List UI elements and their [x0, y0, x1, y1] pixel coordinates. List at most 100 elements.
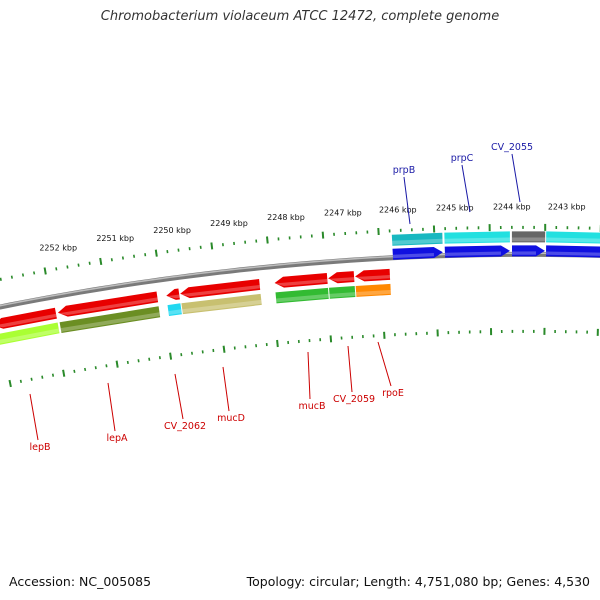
scale-tick-lower — [329, 335, 333, 343]
gene-label-CV_2055: CV_2055 — [491, 142, 533, 153]
gene-arrow-prpC-shine — [444, 251, 501, 256]
gene-arrow-mucD — [180, 279, 261, 299]
gene-arrow-prpC — [444, 245, 510, 258]
gene-label-CV_2062: CV_2062 — [164, 421, 206, 432]
gene-arrow-rpoE-shine — [355, 275, 391, 280]
cog-band-rpoE-shine — [356, 290, 391, 296]
cog-band-CV_2059-shine — [329, 292, 356, 298]
gene-arrow-CV_2055-shine — [512, 251, 536, 255]
scale-tick-lower — [19, 379, 22, 383]
scale-tick-upper — [266, 236, 269, 244]
gene-label-lepB: lepB — [29, 442, 50, 453]
cog-band-prpC — [444, 231, 510, 244]
cog-band-CV_2055-shine — [511, 237, 546, 242]
scale-tick-upper — [133, 254, 136, 258]
gene-arrow-mucB — [274, 273, 328, 288]
gene-arrow-lepB — [0, 307, 57, 329]
cog-band-partial-shine — [546, 237, 600, 243]
scale-tick-lower — [276, 339, 279, 348]
gene-arrow-rpoE — [355, 268, 391, 282]
scale-tick-upper — [210, 242, 214, 250]
scale-label: 2244 kbp — [493, 202, 531, 211]
scale-tick-lower — [94, 366, 97, 370]
scale-label: 2249 kbp — [210, 219, 248, 228]
scale-tick-upper — [10, 275, 13, 279]
gene-leader-CV_2055 — [511, 153, 521, 203]
scale-label: 2247 kbp — [324, 209, 362, 218]
scale-tick-upper — [21, 273, 25, 277]
backbone-line — [0, 251, 600, 310]
cog-band-mucB — [275, 287, 329, 304]
scale-tick-upper — [110, 258, 113, 262]
scale-tick-lower — [137, 359, 140, 363]
scale-tick-lower — [169, 352, 173, 360]
scale-tick-lower — [62, 369, 66, 377]
gene-arrow-lepA-shine — [58, 297, 158, 315]
genome-summary: Topology: circular; Length: 4,751,080 bp… — [246, 574, 590, 589]
cog-band-prpB-shine — [392, 238, 443, 245]
gene-label-mucD: mucD — [217, 413, 245, 424]
gene-label-mucB: mucB — [298, 401, 325, 412]
cog-band-lepB-shine — [0, 328, 60, 344]
cog-band-mucD-shine — [182, 299, 262, 313]
scale-tick-upper — [99, 257, 103, 266]
scale-tick-upper — [55, 267, 58, 271]
gene-label-CV_2059: CV_2059 — [333, 394, 375, 405]
scale-label: 2243 kbp — [548, 203, 586, 212]
scale-tick-lower — [105, 364, 108, 368]
gene-arrow-mucB-shine — [274, 279, 328, 286]
gene-label-prpC: prpC — [451, 153, 474, 164]
gene-arrow-CV_2059-shine — [328, 277, 355, 282]
scale-tick-upper — [43, 267, 47, 275]
gene-leader-prpC — [461, 164, 471, 213]
gene-leader-lepB — [29, 393, 39, 441]
scale-tick-lower — [222, 345, 226, 353]
gene-arrow-lepA — [57, 291, 159, 317]
backbone-highlight — [0, 252, 600, 307]
scale-tick-upper — [66, 265, 69, 269]
scale-tick-lower — [115, 360, 119, 368]
scale-tick-upper — [33, 271, 36, 275]
gene-label-rpoE: rpoE — [382, 388, 404, 399]
gene-arrow-partial-shine — [546, 251, 600, 256]
gene-arrow-lepB-shine — [0, 313, 57, 328]
gene-label-lepA: lepA — [106, 433, 128, 444]
cog-band-lepA-shine — [60, 312, 161, 332]
gene-arrow-CV_2059 — [328, 271, 355, 284]
scale-tick-lower — [30, 377, 33, 381]
gene-leader-rpoE — [377, 341, 392, 387]
scale-tick-lower — [148, 357, 151, 361]
scale-label: 2246 kbp — [379, 206, 417, 215]
scale-tick-lower — [41, 375, 44, 379]
gene-label-prpB: prpB — [393, 165, 415, 176]
cog-band-CV_2062-shine — [168, 309, 182, 315]
cog-band-mucD — [181, 293, 262, 315]
cog-band-CV_2062 — [167, 303, 182, 316]
gene-arrow-CV_2055 — [512, 245, 545, 257]
cog-band-CV_2059 — [329, 286, 356, 299]
scale-tick-lower — [126, 360, 129, 365]
cog-band-prpB — [391, 232, 443, 246]
scale-label: 2251 kbp — [96, 234, 134, 243]
gene-arrow-prpB — [392, 247, 443, 260]
cog-band-lepB — [0, 322, 60, 345]
gene-leader-mucB — [307, 351, 311, 400]
scale-label: 2245 kbp — [436, 203, 474, 212]
gene-arrow-prpB-shine — [392, 253, 434, 259]
scale-label: 2250 kbp — [153, 226, 191, 235]
scale-tick-upper — [321, 231, 325, 239]
scale-tick-lower — [73, 369, 76, 373]
cog-band-mucB-shine — [276, 293, 329, 303]
scale-tick-lower — [51, 373, 55, 377]
gene-leader-lepA — [107, 382, 116, 432]
gene-leader-prpB — [403, 176, 411, 225]
gene-leader-CV_2062 — [174, 373, 184, 420]
scale-label: 2248 kbp — [267, 213, 305, 222]
cog-band-CV_2055 — [511, 231, 546, 243]
scale-tick-upper — [88, 261, 91, 265]
gene-leader-CV_2059 — [347, 345, 353, 393]
cog-band-lepA — [59, 306, 161, 333]
scale-label: 2252 kbp — [39, 243, 77, 252]
